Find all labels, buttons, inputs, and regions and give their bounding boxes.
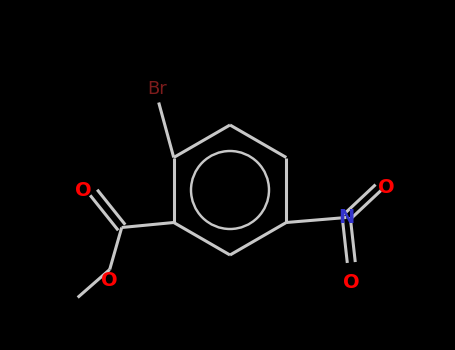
Text: O: O	[378, 178, 394, 197]
Text: O: O	[343, 273, 359, 292]
Text: O: O	[76, 181, 92, 200]
Text: O: O	[101, 272, 118, 290]
Text: Br: Br	[147, 79, 167, 98]
Text: N: N	[338, 208, 354, 227]
